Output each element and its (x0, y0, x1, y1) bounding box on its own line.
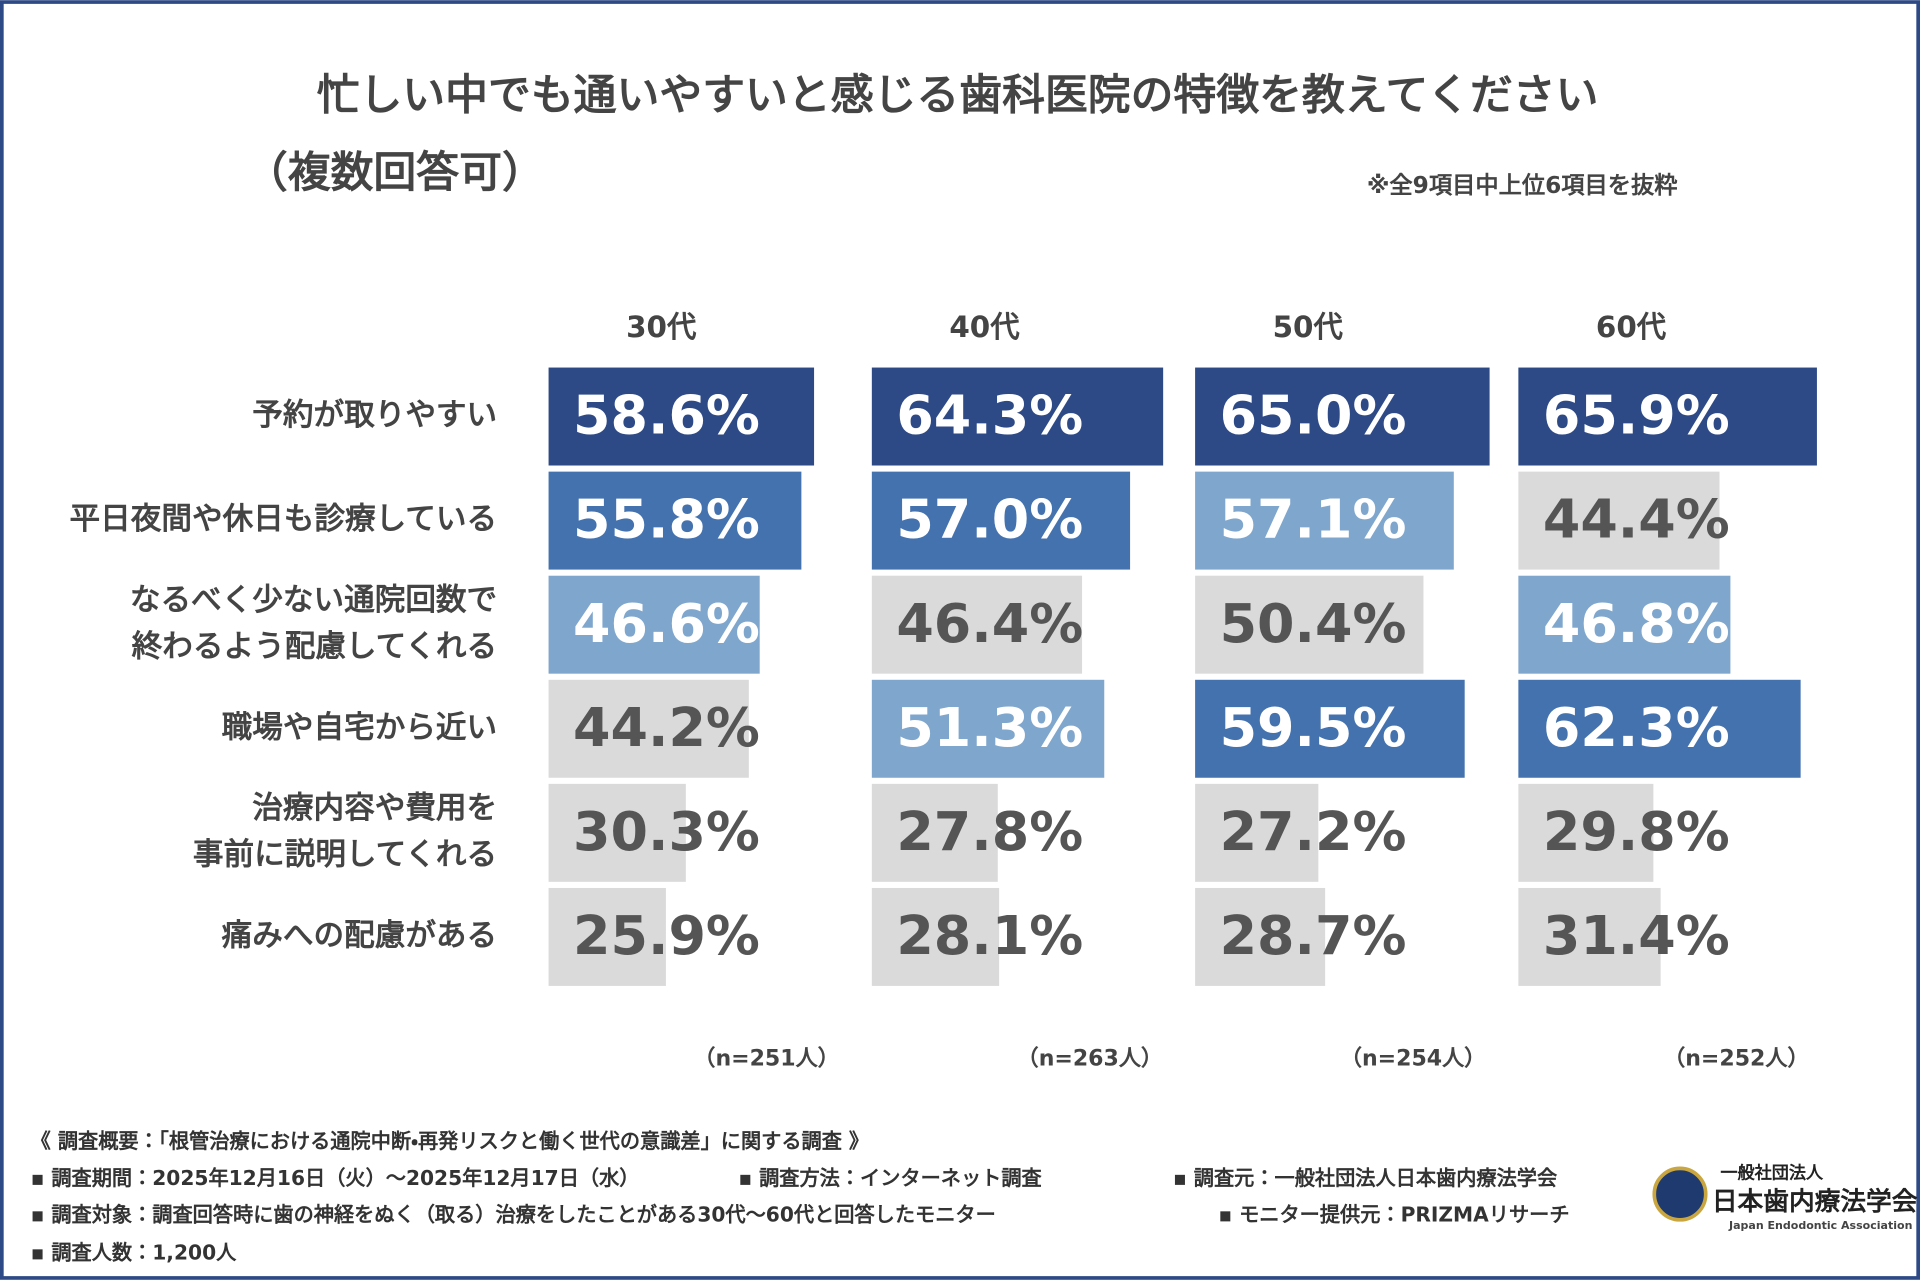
value-label: 59.5% (1220, 696, 1407, 759)
bar (871, 471, 1131, 570)
category-label: 治療内容や費用を (252, 791, 497, 826)
value-label: 65.0% (1220, 384, 1407, 447)
value-label: 64.3% (896, 384, 1083, 447)
value-label: 31.4% (1543, 904, 1730, 967)
bar (1195, 471, 1454, 570)
sample-size: （n=263人） (1017, 1046, 1163, 1071)
value-label: 58.6% (573, 384, 760, 447)
panel-header: 40代 (949, 310, 1020, 344)
value-label: 57.0% (896, 488, 1083, 551)
bar (1518, 679, 1801, 778)
logo-english: Japan Endodontic Association (1728, 1219, 1912, 1232)
category-label: 事前に説明してくれる (193, 838, 497, 873)
value-label: 27.2% (1220, 800, 1407, 863)
value-label: 51.3% (896, 696, 1083, 759)
value-label: 65.9% (1543, 384, 1730, 447)
bar (548, 367, 815, 466)
logo-name: 日本歯内療法学会 (1712, 1186, 1918, 1217)
value-label: 27.8% (896, 800, 1083, 863)
value-label: 44.2% (573, 696, 760, 759)
bar (871, 887, 1000, 986)
logo-org-type: 一般社団法人 (1720, 1162, 1824, 1183)
bar (1195, 575, 1424, 674)
panel-header: 60代 (1596, 310, 1667, 344)
bar (548, 575, 760, 674)
value-label: 46.6% (573, 592, 760, 655)
value-label: 46.8% (1543, 592, 1730, 655)
value-label: 55.8% (573, 488, 760, 551)
bar (1518, 783, 1654, 882)
sample-size: （n=254人） (1340, 1046, 1486, 1071)
category-label: なるべく少ない通院回数で (130, 583, 497, 618)
bar (1195, 783, 1319, 882)
category-label: 平日夜間や休日も診療している (70, 502, 498, 537)
value-label: 28.1% (896, 904, 1083, 967)
bar (1518, 471, 1720, 570)
value-label: 44.4% (1543, 488, 1730, 551)
footer-text: ▪ 調査人数：1,200人 (31, 1241, 238, 1265)
footer-text: ▪ 調査対象：調査回答時に歯の神経をぬく（取る）治療をしたことがある30代～60… (31, 1203, 996, 1227)
category-label: 予約が取りやすい (252, 397, 497, 433)
footer-text: 《 調査概要：「根管治療における通院中断・再発リスクと働く世代の意識差」に関する… (31, 1129, 870, 1153)
panel-header: 30代 (626, 310, 697, 344)
bar (1518, 887, 1661, 986)
chart-subtitle: （複数回答可） (245, 148, 545, 198)
footer-text: ▪ 調査方法：インターネット調査 (738, 1166, 1042, 1190)
category-label: 職場や自宅から近い (222, 710, 497, 745)
panel-header: 50代 (1273, 310, 1344, 344)
footer-text: ▪ モニター提供元：PRIZMAリサーチ (1218, 1203, 1569, 1227)
value-label: 28.7% (1220, 904, 1407, 967)
bar (1195, 679, 1465, 778)
bar (1195, 367, 1490, 466)
value-label: 30.3% (573, 800, 760, 863)
bar (548, 679, 749, 778)
bar (1195, 887, 1326, 986)
bar (1518, 575, 1731, 674)
bar (1518, 367, 1817, 466)
sample-size: （n=252人） (1663, 1046, 1809, 1071)
bar (548, 471, 802, 570)
bar (548, 783, 686, 882)
bar (871, 575, 1083, 674)
value-label: 57.1% (1220, 488, 1407, 551)
value-label: 46.4% (896, 592, 1083, 655)
note: ※全9項目中上位6項目を抜粋 (1367, 172, 1678, 199)
value-label: 50.4% (1220, 592, 1407, 655)
category-label: 痛みへの配慮がある (222, 917, 497, 953)
value-label: 29.8% (1543, 800, 1730, 863)
logo-mark (1652, 1166, 1708, 1222)
value-label: 62.3% (1543, 696, 1730, 759)
bar (871, 367, 1164, 466)
bar (548, 887, 666, 986)
bar (871, 783, 998, 882)
footer-text: ▪ 調査元：一般社団法人日本歯内療法学会 (1173, 1166, 1558, 1190)
footer-text: ▪ 調査期間：2025年12月16日（火）～2025年12月17日（水） (31, 1166, 640, 1190)
category-label: 終わるよう配慮してくれる (132, 629, 497, 664)
chart-title: 忙しい中でも通いやすいと感じる歯科医院の特徴を教えてください (317, 71, 1599, 121)
bar (871, 679, 1105, 778)
value-label: 25.9% (573, 904, 760, 967)
sample-size: （n=251人） (693, 1046, 839, 1071)
